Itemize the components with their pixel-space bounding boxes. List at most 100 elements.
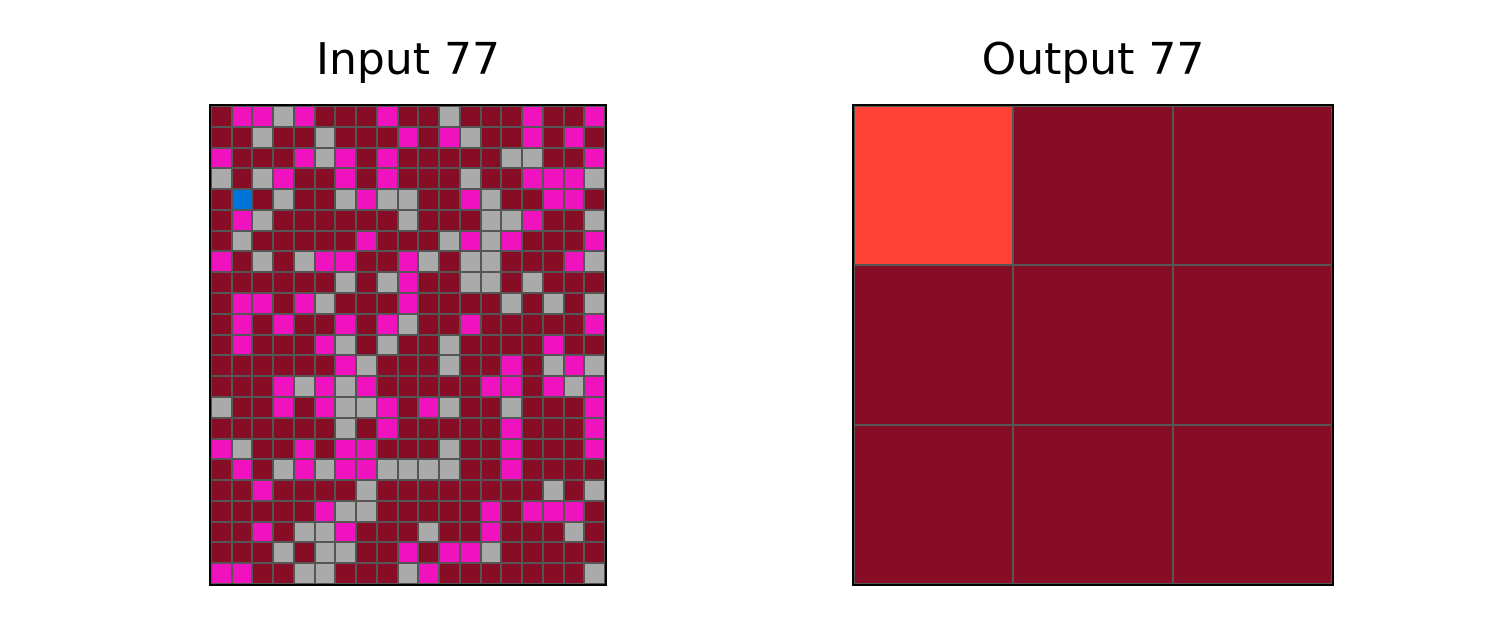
input-cell (584, 500, 605, 522)
input-cell (459, 147, 481, 169)
input-cell (231, 417, 253, 439)
input-cell (563, 376, 585, 397)
input-cell (314, 480, 336, 501)
input-cell (252, 251, 274, 273)
input-cell (397, 542, 419, 564)
input-cell (439, 376, 460, 397)
input-cell (563, 542, 585, 564)
input-cell (335, 542, 357, 564)
input-cell (397, 189, 419, 210)
input-cell (459, 563, 481, 584)
input-cell (542, 396, 564, 418)
input-cell (480, 251, 502, 273)
input-cell (211, 272, 232, 294)
input-cell (439, 251, 460, 273)
input-cell (397, 396, 419, 418)
input-title: Input 77 (316, 34, 500, 85)
input-cell (418, 189, 440, 210)
input-cell (314, 355, 336, 377)
input-cell (252, 209, 274, 231)
input-cell (397, 521, 419, 543)
input-cell (397, 355, 419, 377)
input-cell (584, 126, 605, 148)
input-cell (356, 355, 377, 377)
input-cell (439, 147, 460, 169)
input-cell (439, 293, 460, 314)
input-cell (563, 251, 585, 273)
input-cell (293, 147, 315, 169)
input-cell (501, 126, 523, 148)
input-cell (480, 293, 502, 314)
input-cell (418, 272, 440, 294)
input-cell (501, 500, 523, 522)
input-cell (397, 272, 419, 294)
input-cell (273, 438, 294, 460)
input-cell (418, 521, 440, 543)
input-cell (522, 147, 543, 169)
input-cell (231, 355, 253, 377)
input-cell (335, 251, 357, 273)
input-cell (356, 417, 377, 439)
input-cell (252, 147, 274, 169)
input-cell (522, 480, 543, 501)
input-cell (314, 542, 336, 564)
input-cell (252, 189, 274, 210)
input-cell (231, 459, 253, 481)
input-cell (542, 480, 564, 501)
input-cell (231, 230, 253, 252)
input-cell (501, 168, 523, 190)
output-cell (854, 265, 1014, 425)
input-cell (501, 147, 523, 169)
input-cell (563, 106, 585, 127)
input-cell (418, 293, 440, 314)
input-cell (314, 334, 336, 356)
input-cell (459, 542, 481, 564)
input-cell (542, 126, 564, 148)
input-cell (418, 459, 440, 481)
input-cell (397, 563, 419, 584)
input-cell (314, 272, 336, 294)
input-cell (356, 521, 377, 543)
input-cell (542, 376, 564, 397)
input-cell (231, 106, 253, 127)
input-cell (542, 438, 564, 460)
input-cell (252, 500, 274, 522)
input-cell (480, 459, 502, 481)
input-cell (335, 293, 357, 314)
input-cell (542, 355, 564, 377)
input-cell (335, 563, 357, 584)
input-cell (376, 355, 398, 377)
input-cell (584, 542, 605, 564)
input-cell (293, 563, 315, 584)
input-cell (376, 480, 398, 501)
input-cell (211, 521, 232, 543)
input-cell (480, 272, 502, 294)
input-cell (459, 459, 481, 481)
input-cell (542, 230, 564, 252)
input-cell (376, 209, 398, 231)
input-cell (501, 293, 523, 314)
input-cell (584, 313, 605, 335)
input-cell (314, 147, 336, 169)
input-cell (584, 417, 605, 439)
input-cell (522, 251, 543, 273)
input-cell (293, 521, 315, 543)
input-cell (397, 230, 419, 252)
input-cell (314, 189, 336, 210)
input-cell (356, 272, 377, 294)
output-title: Output 77 (981, 34, 1205, 85)
input-cell (418, 106, 440, 127)
input-cell (522, 272, 543, 294)
input-cell (563, 189, 585, 210)
input-cell (522, 438, 543, 460)
input-cell (293, 209, 315, 231)
input-cell (501, 106, 523, 127)
input-cell (314, 293, 336, 314)
input-cell (584, 189, 605, 210)
input-cell (335, 126, 357, 148)
input-cell (480, 438, 502, 460)
input-cell (563, 293, 585, 314)
input-cell (459, 417, 481, 439)
input-cell (211, 438, 232, 460)
input-cell (480, 189, 502, 210)
